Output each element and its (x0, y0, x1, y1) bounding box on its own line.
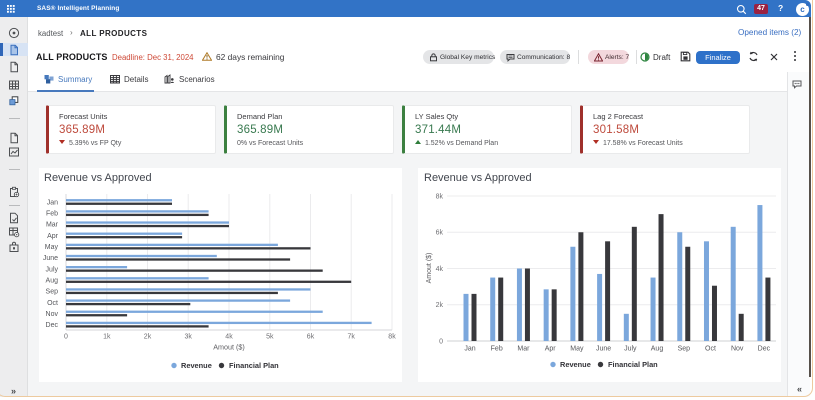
svg-text:Financial Plan: Financial Plan (608, 360, 658, 369)
svg-text:Nov: Nov (46, 311, 59, 318)
svg-text:2k: 2k (436, 302, 444, 309)
svg-text:Amout ($): Amout ($) (426, 253, 433, 284)
svg-text:Jan: Jan (47, 199, 58, 206)
svg-text:8k: 8k (436, 193, 444, 200)
svg-text:June: June (596, 346, 611, 353)
svg-text:Apr: Apr (47, 233, 59, 240)
svg-text:0: 0 (439, 338, 443, 345)
svg-text:6k: 6k (436, 230, 444, 237)
svg-text:Feb: Feb (491, 346, 503, 353)
svg-text:Sep: Sep (46, 289, 59, 296)
svg-text:Dec: Dec (46, 322, 59, 329)
svg-text:Aug: Aug (46, 277, 59, 284)
svg-text:Revenue: Revenue (560, 360, 591, 369)
svg-text:July: July (46, 266, 59, 273)
svg-text:3k: 3k (184, 334, 192, 341)
svg-text:July: July (624, 346, 637, 353)
svg-text:Mar: Mar (46, 222, 59, 229)
svg-text:Oct: Oct (47, 300, 58, 307)
svg-text:Mar: Mar (517, 346, 530, 353)
svg-text:2k: 2k (144, 334, 152, 341)
svg-text:May: May (570, 346, 584, 353)
svg-text:Feb: Feb (46, 211, 58, 218)
svg-text:0: 0 (64, 334, 68, 341)
svg-text:Revenue vs Approved: Revenue vs Approved (44, 172, 152, 184)
svg-text:Revenue: Revenue (181, 361, 212, 370)
svg-text:1k: 1k (103, 334, 111, 341)
svg-text:Aug: Aug (651, 346, 664, 353)
svg-text:5k: 5k (266, 334, 274, 341)
svg-text:4k: 4k (436, 266, 444, 273)
svg-text:8k: 8k (388, 334, 396, 341)
svg-text:Revenue vs Approved: Revenue vs Approved (424, 172, 532, 184)
svg-text:4k: 4k (225, 334, 233, 341)
svg-text:Financial Plan: Financial Plan (229, 361, 279, 370)
svg-text:Apr: Apr (545, 346, 557, 353)
svg-text:June: June (43, 255, 58, 262)
svg-text:Sep: Sep (678, 346, 691, 353)
svg-text:Amout ($): Amout ($) (213, 343, 245, 352)
svg-text:Oct: Oct (705, 346, 716, 353)
svg-text:Jan: Jan (464, 346, 475, 353)
svg-text:Dec: Dec (758, 346, 771, 353)
svg-text:Nov: Nov (731, 346, 744, 353)
svg-text:6k: 6k (307, 334, 315, 341)
svg-text:May: May (45, 244, 59, 251)
svg-text:7k: 7k (347, 334, 355, 341)
